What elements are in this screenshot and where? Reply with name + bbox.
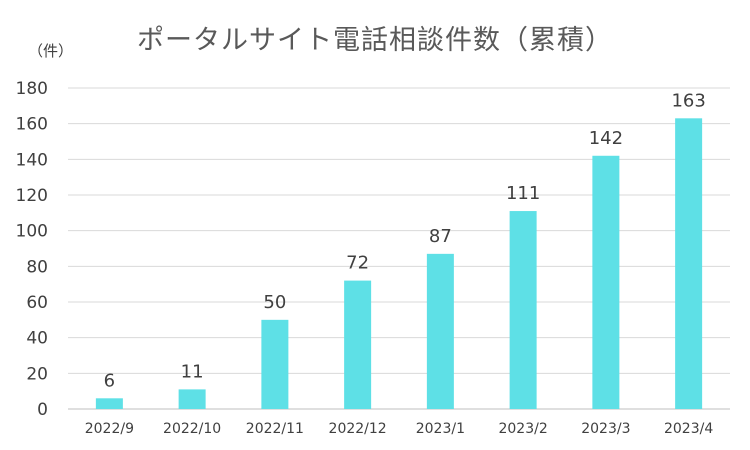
y-tick-label: 0 <box>37 400 48 420</box>
y-tick-label: 20 <box>26 364 48 384</box>
data-label: 163 <box>671 90 705 111</box>
x-tick-label: 2022/11 <box>246 421 304 437</box>
y-tick-label: 160 <box>16 115 48 135</box>
bar <box>344 280 372 409</box>
x-tick-label: 2022/9 <box>85 421 134 437</box>
x-tick-label: 2022/12 <box>329 421 387 437</box>
y-tick-label: 60 <box>26 293 48 313</box>
data-label: 6 <box>104 370 115 391</box>
y-tick-label: 100 <box>16 222 48 242</box>
x-tick-label: 2023/4 <box>664 421 713 437</box>
y-tick-label: 180 <box>16 79 48 99</box>
data-label: 72 <box>346 253 369 274</box>
bar <box>178 389 206 409</box>
data-label: 11 <box>181 361 204 382</box>
data-labels: 6 11 50 72 87 111 142 163 <box>104 90 706 391</box>
y-tick-label: 40 <box>26 329 48 349</box>
y-tick-label: 140 <box>16 150 48 170</box>
data-label: 111 <box>506 183 540 204</box>
gridlines <box>68 87 730 410</box>
y-axis-unit-label: （件） <box>28 42 74 60</box>
bar <box>95 398 123 409</box>
x-tick-label: 2023/3 <box>581 421 630 437</box>
x-axis-ticks: 2022/9 2022/10 2022/11 2022/12 2023/1 2023/2 2… <box>85 421 714 437</box>
chart-title: ポータルサイト電話相談件数（累積） <box>137 25 613 56</box>
x-tick-label: 2023/1 <box>416 421 465 437</box>
bars <box>95 118 703 410</box>
bar <box>509 211 537 409</box>
bar <box>426 253 454 409</box>
y-tick-label: 80 <box>26 257 48 277</box>
data-label: 87 <box>429 226 452 247</box>
x-tick-label: 2022/10 <box>163 421 221 437</box>
bar <box>592 155 620 409</box>
x-tick-label: 2023/2 <box>498 421 547 437</box>
bar <box>261 319 289 409</box>
bar <box>675 118 703 410</box>
y-axis-ticks: 0 20 40 60 80 100 120 140 160 180 <box>16 79 48 420</box>
data-label: 142 <box>589 128 623 149</box>
y-tick-label: 120 <box>16 186 48 206</box>
data-label: 50 <box>263 292 286 313</box>
